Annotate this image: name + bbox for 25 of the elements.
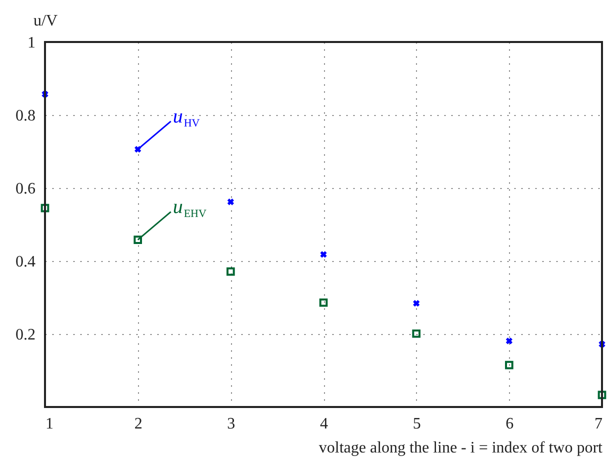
point [227,198,234,206]
x-tick-label: 6 [506,416,514,432]
point [319,298,328,307]
point [226,267,235,276]
y-axis-title: u/V [34,12,58,30]
point [505,360,514,370]
x-tick-label: 3 [227,416,236,432]
point [413,300,420,307]
x-tick-label: 2 [134,416,142,432]
point [134,236,142,244]
point [412,329,420,338]
x-tick-label: 4 [320,416,328,432]
x-axis-title: voltage along the line - i = index of two port [318,440,604,456]
point [598,390,606,400]
y-tick-label: 0.4 [16,254,36,270]
y-tick-label: 0.6 [16,180,36,198]
y-tick-label: 1 [28,34,36,52]
point [320,251,327,258]
point [506,338,512,344]
x-tick-label: 1 [46,416,54,432]
y-tick-label: 0.2 [16,326,36,344]
x-tick-label: 5 [412,416,421,432]
x-tick-label: 7 [594,416,602,432]
y-tick-label: 0.8 [16,108,36,124]
point [40,204,50,212]
